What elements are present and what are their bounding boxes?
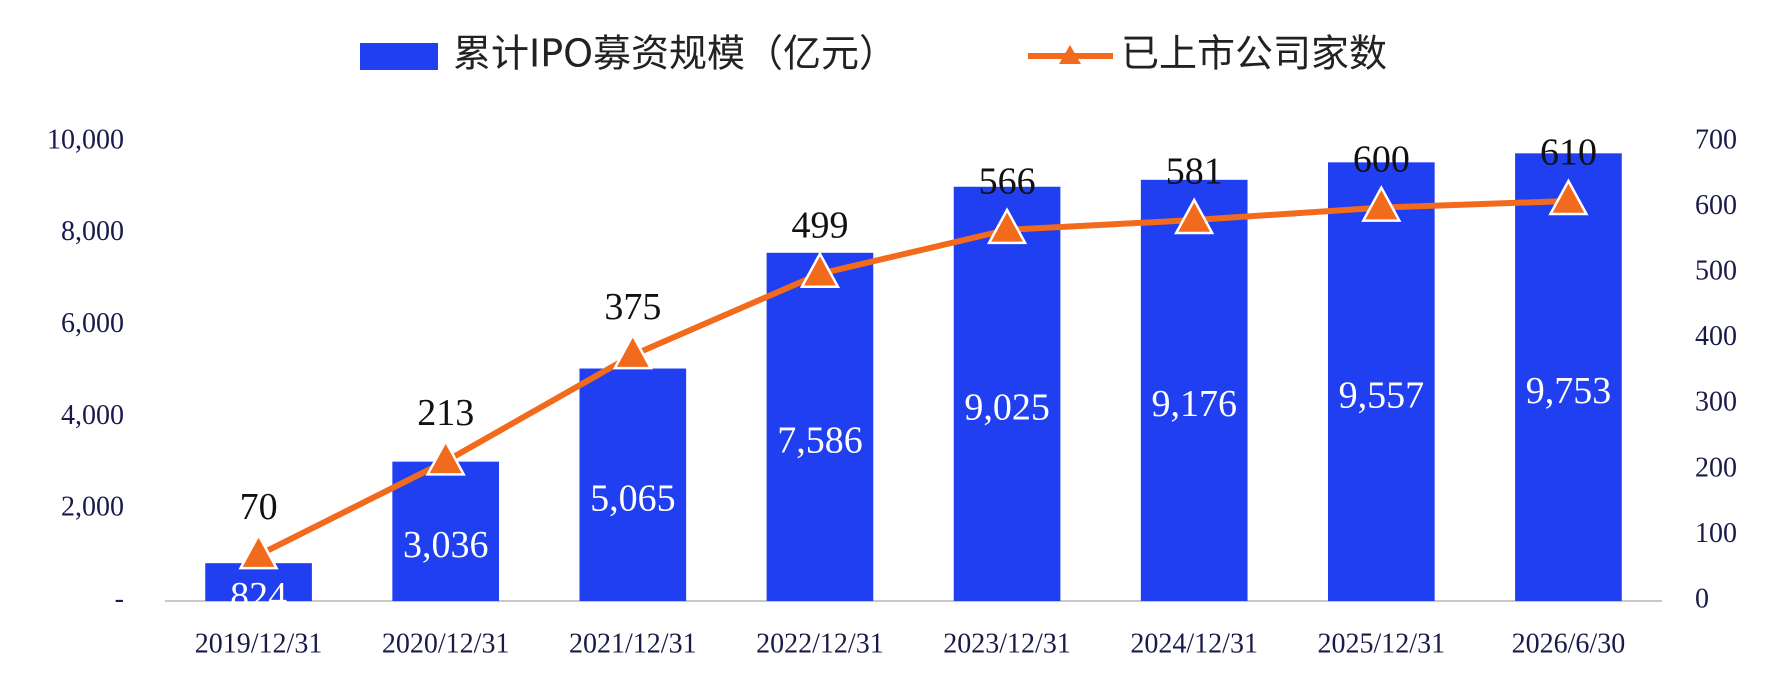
y2-tick-label: 500 [1695,256,1737,287]
x-tick-label: 2021/12/31 [569,628,697,659]
y2-tick-label: 300 [1695,387,1737,418]
y2-tick-label: 100 [1695,518,1737,549]
y-tick-label: 8,000 [61,216,124,247]
legend-label: 累计IPO募资规模（亿元） [453,32,897,76]
bar [392,461,500,601]
bar [1515,153,1622,602]
bar [1140,179,1248,601]
line-value-label: 499 [791,205,848,247]
line-marker [986,207,1028,245]
bar [953,186,1061,601]
y2-tick-label: 0 [1695,583,1709,614]
bar-value-label: 5,065 [590,477,676,519]
bar [579,368,687,601]
y-tick-label: 6,000 [61,308,124,339]
bar-value-label: 7,586 [777,420,863,462]
line-marker [238,532,279,570]
line-marker [425,438,466,476]
bar-value-label: 3,036 [403,524,489,566]
legend-swatch [360,43,438,70]
line-value-label: 566 [979,161,1036,203]
bar-value-label: 824 [230,575,287,617]
y2-tick-label: 400 [1695,321,1737,352]
bar-value-label: 9,176 [1151,383,1237,425]
x-tick-label: 2026/6/30 [1512,628,1626,659]
line-value-label: 581 [1166,151,1223,193]
line-value-label: 375 [604,286,661,328]
line-value-label: 600 [1353,138,1410,180]
y2-tick-label: 600 [1695,190,1737,221]
x-tick-label: 2024/12/31 [1130,628,1258,659]
x-tick-label: 2020/12/31 [382,628,510,659]
x-tick-label: 2025/12/31 [1318,628,1446,659]
line-marker [1361,184,1402,222]
line-value-label: 610 [1540,132,1597,174]
y-tick-label: - [115,583,124,614]
bar [205,563,312,601]
x-tick-label: 2023/12/31 [943,628,1071,659]
bar-value-label: 9,025 [964,387,1050,429]
line-value-label: 70 [240,486,278,528]
line-marker [799,251,841,289]
x-tick-label: 2019/12/31 [195,628,323,659]
legend-label: 已上市公司家数 [1121,32,1387,76]
line-marker [612,332,653,370]
y-tick-label: 2,000 [61,492,124,523]
line [257,198,1569,558]
y2-tick-label: 200 [1695,452,1737,483]
y-tick-label: 4,000 [61,400,124,431]
bar [766,252,874,601]
bar-value-label: 9,753 [1526,370,1612,412]
y-tick-label: 10,000 [47,124,124,155]
y2-tick-label: 700 [1695,124,1737,155]
line-marker [1174,197,1215,235]
legend-swatch-marker [1059,45,1081,64]
x-tick-label: 2022/12/31 [756,628,884,659]
line-marker [1548,178,1589,216]
bar [1327,162,1435,602]
bar-value-label: 9,557 [1339,374,1425,416]
line-value-label: 213 [417,392,474,434]
